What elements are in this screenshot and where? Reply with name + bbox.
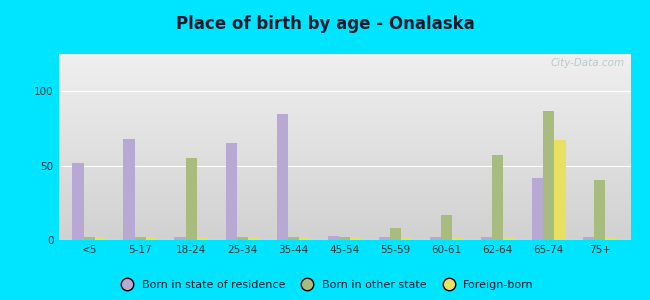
Bar	[339, 237, 350, 240]
Bar	[237, 237, 248, 240]
Bar	[492, 155, 503, 240]
Bar	[441, 215, 452, 240]
Bar	[174, 237, 186, 240]
Bar	[95, 237, 106, 240]
Bar	[277, 113, 288, 240]
Bar	[554, 140, 565, 240]
Bar	[401, 237, 412, 240]
Bar	[328, 236, 339, 240]
Bar	[390, 228, 401, 240]
Text: Place of birth by age - Onalaska: Place of birth by age - Onalaska	[176, 15, 474, 33]
Bar	[226, 143, 237, 240]
Bar	[248, 237, 259, 240]
Bar	[197, 237, 208, 240]
Bar	[606, 237, 617, 240]
Bar	[146, 237, 157, 240]
Bar	[350, 237, 361, 240]
Bar	[124, 139, 135, 240]
Bar	[379, 237, 390, 240]
Bar	[594, 181, 606, 240]
Bar	[503, 237, 515, 240]
Bar	[299, 237, 310, 240]
Bar	[288, 237, 299, 240]
Bar	[135, 237, 146, 240]
Bar	[430, 237, 441, 240]
Legend: Born in state of residence, Born in other state, Foreign-born: Born in state of residence, Born in othe…	[112, 276, 538, 294]
Bar	[543, 110, 554, 240]
Bar	[72, 163, 83, 240]
Bar	[481, 237, 492, 240]
Bar	[532, 178, 543, 240]
Bar	[583, 237, 594, 240]
Bar	[452, 237, 463, 240]
Bar	[186, 158, 197, 240]
Text: City-Data.com: City-Data.com	[551, 58, 625, 68]
Bar	[83, 237, 95, 240]
